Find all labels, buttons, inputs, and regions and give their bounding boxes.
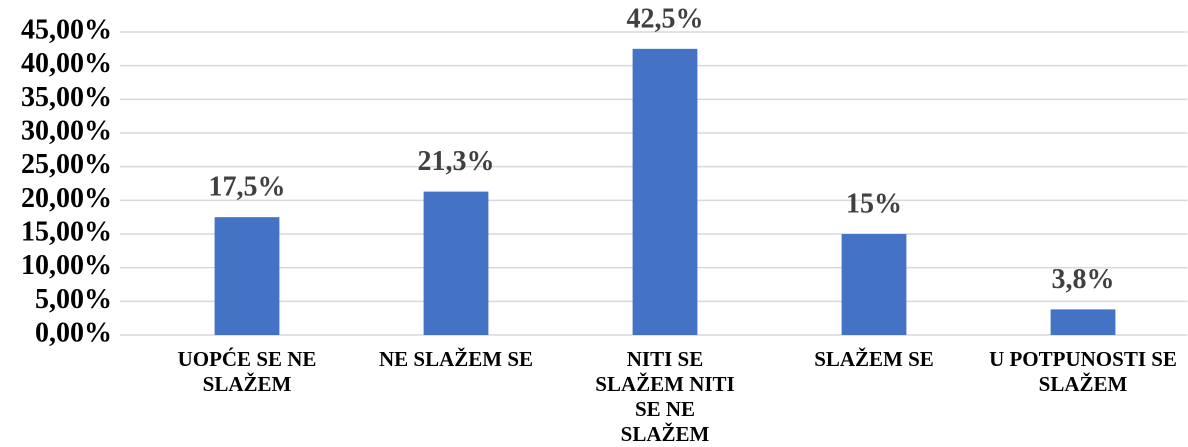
data-label: 42,5%: [627, 3, 704, 34]
y-tick-label: 25,00%: [21, 149, 112, 180]
y-tick-label: 40,00%: [21, 48, 112, 79]
y-tick-label: 30,00%: [21, 115, 112, 146]
y-tick-label: 20,00%: [21, 183, 112, 214]
bar: [841, 234, 907, 335]
data-label: 15%: [846, 188, 902, 219]
x-tick-label: SLAŽEM SE: [814, 347, 934, 371]
y-tick-label: 35,00%: [21, 82, 112, 113]
bar: [423, 191, 489, 335]
data-label: 17,5%: [209, 172, 286, 203]
data-label: 21,3%: [418, 146, 495, 177]
x-tick-label: U POTPUNOSTI SE SLAŽEM: [989, 347, 1177, 396]
bar: [214, 217, 280, 335]
x-tick-label: NE SLAŽEM SE: [378, 347, 534, 371]
data-label: 3,8%: [1052, 264, 1115, 295]
chart: 0,00%5,00%10,00%15,00%20,00%25,00%30,00%…: [21, 3, 1188, 348]
y-tick-label: 0,00%: [35, 317, 112, 348]
x-tick-label: UOPĆE SE NE SLAŽEM: [177, 347, 317, 396]
y-tick-label: 45,00%: [21, 14, 112, 45]
y-tick-label: 5,00%: [35, 284, 112, 315]
bar: [1050, 309, 1116, 335]
y-tick-label: 15,00%: [21, 216, 112, 247]
x-tick-label: NITI SE SLAŽEM NITI SE NE SLAŽEM: [595, 347, 735, 446]
y-tick-label: 10,00%: [21, 250, 112, 281]
chart-container: 0,00% 5,00% 10,00% 15,00% 20,00% 25,00% 30,00%…: [21, 3, 1188, 446]
bar: [632, 48, 698, 335]
